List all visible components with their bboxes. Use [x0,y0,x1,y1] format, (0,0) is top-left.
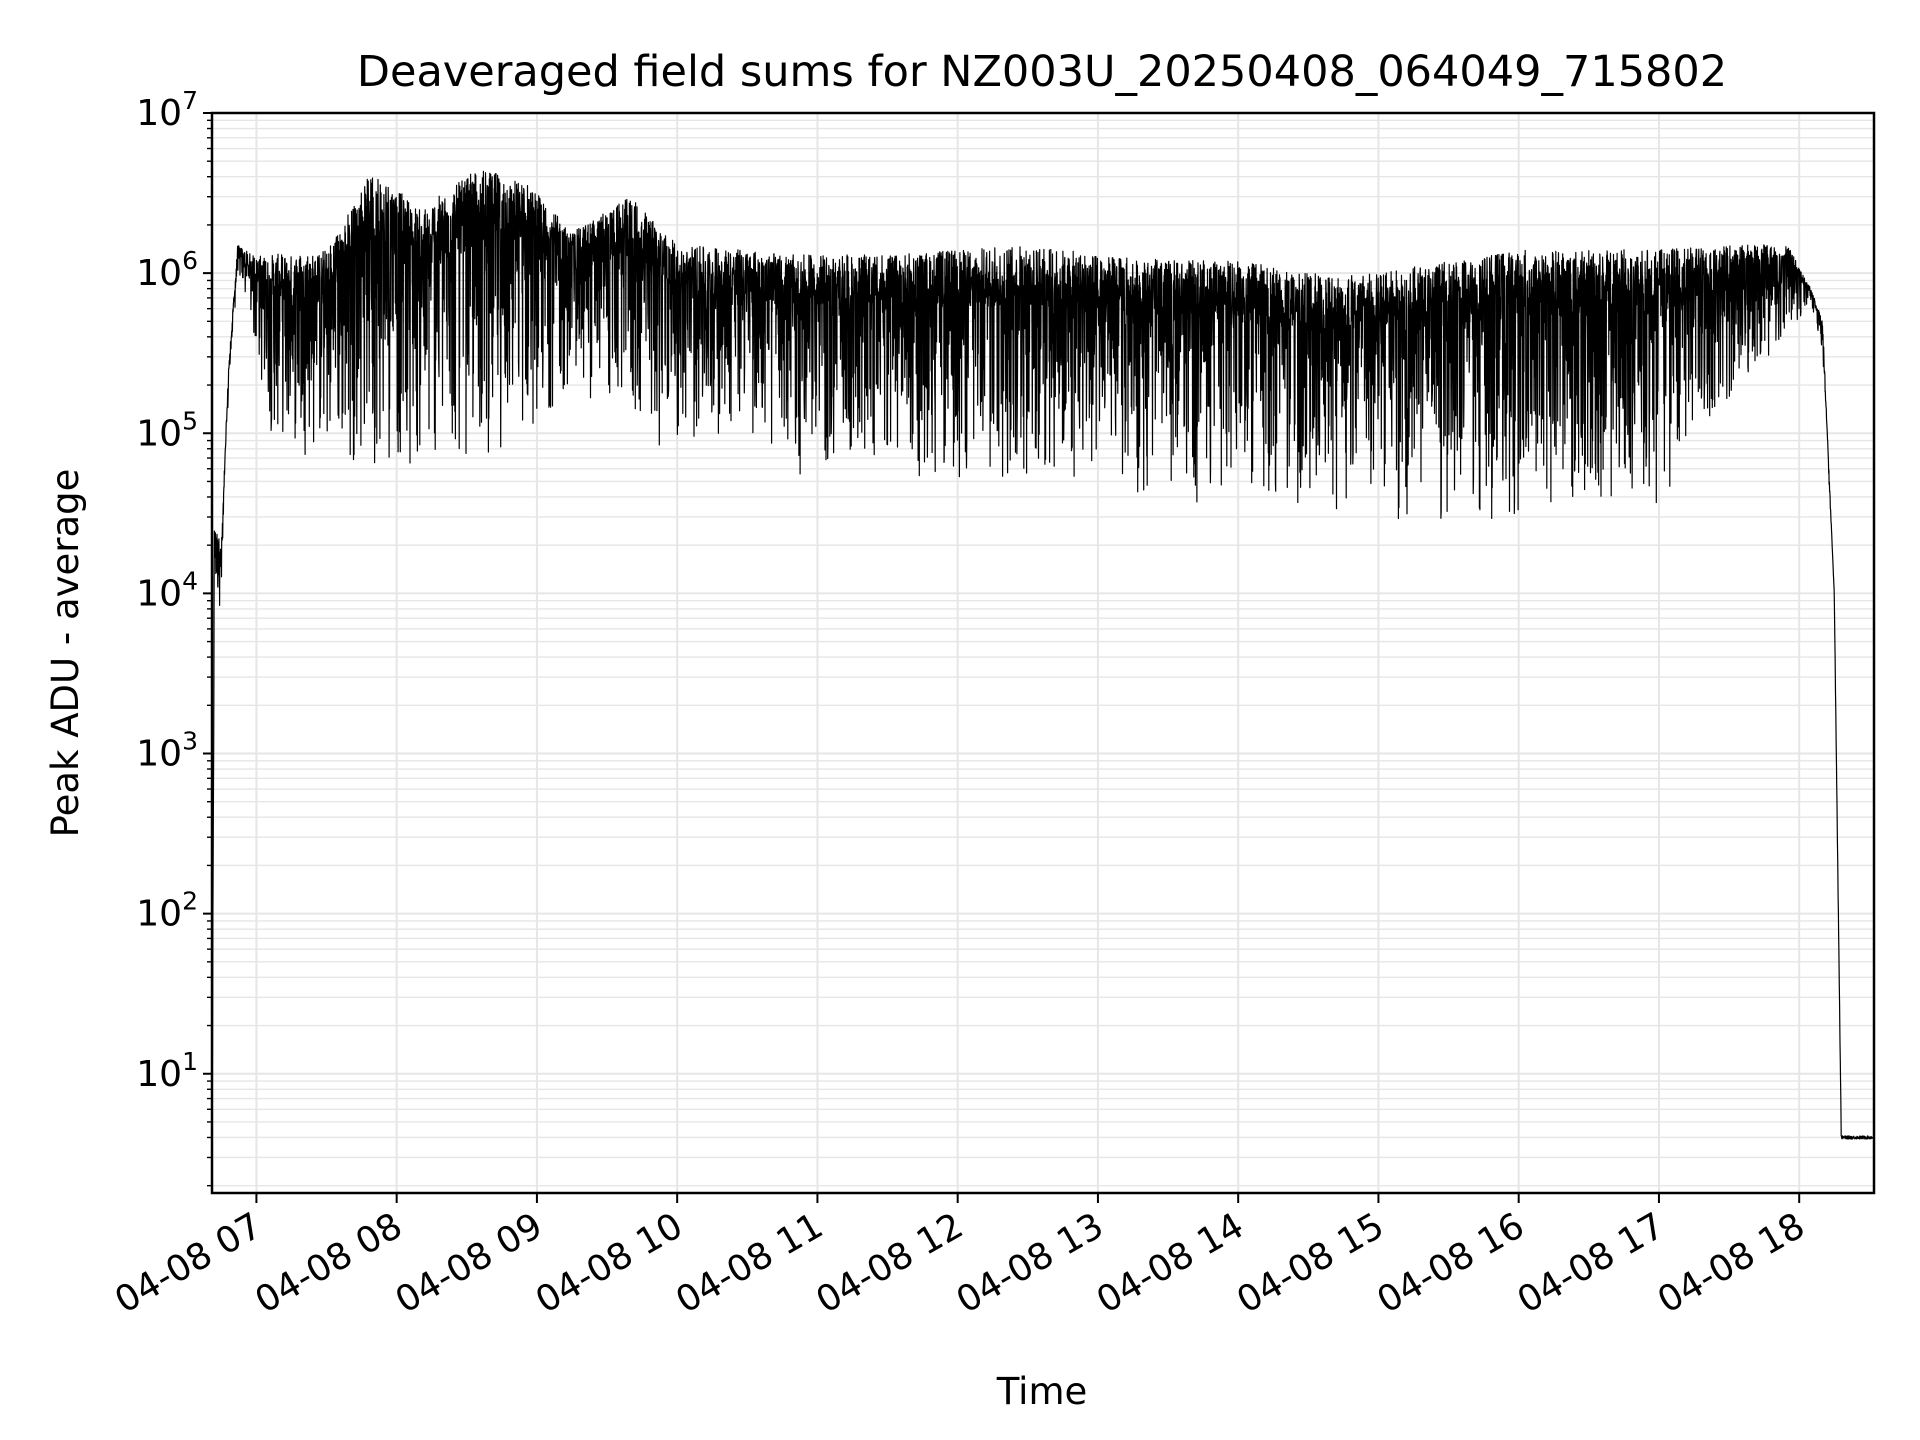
chart: Deaveraged field sums for NZ003U_2025040… [0,0,1920,1440]
y-axis-label: Peak ADU - average [44,469,87,838]
x-axis-label: Time [996,1370,1088,1413]
chart-title: Deaveraged field sums for NZ003U_2025040… [357,47,1727,97]
